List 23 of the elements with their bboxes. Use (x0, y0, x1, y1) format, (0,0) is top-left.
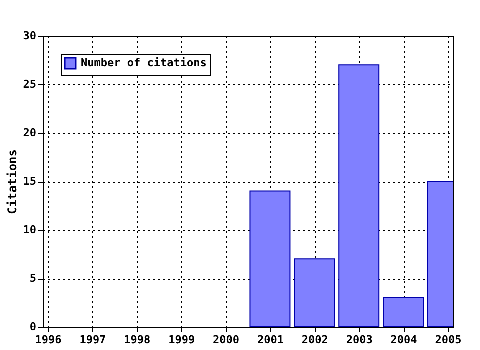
bar (383, 297, 424, 327)
y-tick-label: 20 (23, 126, 36, 140)
y-tick-label: 25 (23, 78, 36, 91)
y-tick-label: 5 (30, 272, 36, 285)
x-tick-label: 1997 (80, 334, 106, 346)
bar (294, 258, 336, 327)
x-tick-label: 2005 (435, 334, 462, 346)
x-tick-label: 2000 (213, 334, 240, 346)
x-tick-label: 1999 (168, 334, 196, 346)
legend-label: Number of citations (81, 56, 207, 70)
x-tick-label: 2003 (346, 334, 373, 346)
x-tick-label: 1998 (124, 334, 151, 346)
x-tick-label: 2001 (257, 334, 284, 346)
bar (338, 64, 380, 327)
bar (250, 190, 291, 327)
y-tick-label: 0 (30, 320, 36, 334)
x-tick-label: 2002 (302, 334, 328, 346)
x-tick-label: 2004 (390, 334, 418, 346)
y-tick-label: 10 (23, 224, 36, 236)
y-axis-title: Citations (5, 149, 20, 215)
y-tick-label: 15 (23, 175, 36, 188)
y-tick-label: 30 (23, 30, 36, 42)
x-tick-label: 1996 (35, 334, 62, 346)
